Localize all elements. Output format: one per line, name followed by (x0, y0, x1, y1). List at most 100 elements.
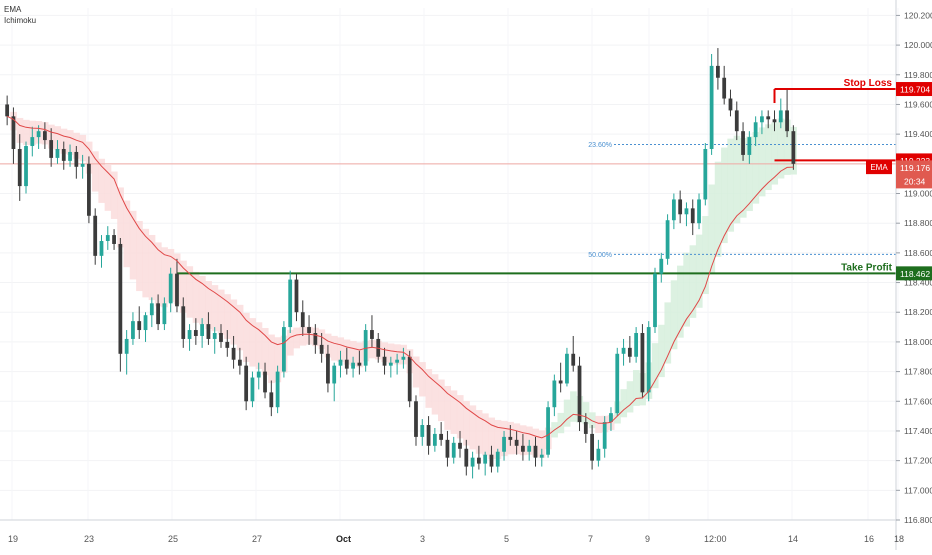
candle-body (42, 131, 47, 141)
candle-body (697, 199, 701, 224)
ichimoku-cloud-segment (205, 281, 212, 329)
countdown-text: 20:34 (904, 176, 926, 186)
candle-body (219, 333, 223, 342)
ichimoku-cloud-segment (154, 242, 162, 307)
ichimoku-cloud-segment (236, 304, 244, 351)
candle-body (162, 303, 167, 325)
ichimoku-cloud-segment (66, 130, 74, 155)
ichimoku-cloud-segment (123, 200, 131, 268)
candle-body (470, 457, 475, 467)
time-tick-label: 12:00 (704, 534, 727, 544)
ichimoku-cloud-segment (186, 266, 194, 318)
ichimoku-cloud-segment (438, 379, 445, 422)
candle-body (11, 116, 16, 149)
ichimoku-cloud-segment (92, 151, 99, 192)
candle-body (439, 433, 444, 440)
price-tick-label: 119.800 (904, 70, 932, 80)
ema-badge (866, 160, 892, 175)
candle-body (256, 371, 261, 378)
ichimoku-cloud-segment (683, 252, 690, 327)
candle-body (24, 146, 28, 187)
candle-body (105, 235, 110, 241)
candle-body (728, 98, 733, 111)
candle-body (722, 77, 727, 99)
ichimoku-cloud-segment (708, 184, 716, 274)
ichimoku-cloud-segment (702, 216, 709, 295)
price-badge-stop (896, 82, 932, 97)
ichimoku-cloud-segment (79, 134, 87, 162)
time-axis-layer: 19 23 25 27 Oct 3 5 7 9 12:00 14 16 18 (0, 519, 904, 544)
candle-body (684, 208, 689, 215)
price-tick-label: 117.400 (904, 426, 932, 436)
candle-body (338, 359, 343, 366)
candle-body (521, 445, 525, 452)
candle-body (344, 359, 349, 369)
candle-body (181, 306, 186, 339)
ichimoku-cloud-segment (54, 126, 62, 151)
time-tick-label: 19 (8, 534, 18, 544)
candle-body (502, 436, 506, 452)
ichimoku-cloud-segment (180, 260, 187, 313)
ichimoku-cloud-segment (456, 395, 464, 439)
price-tick-label: 118.000 (904, 337, 932, 347)
ichimoku-cloud-segment (249, 318, 256, 367)
time-tick-label: 5 (504, 534, 509, 544)
candle-body (250, 377, 255, 402)
candle-body (149, 303, 154, 316)
indicator-ichimoku-label: Ichimoku (4, 16, 37, 25)
candle-body (319, 344, 324, 354)
ichimoku-cloud-segment (387, 343, 395, 364)
candle-body (225, 341, 230, 348)
time-tick-label: 3 (420, 534, 425, 544)
time-tick-label: Oct (336, 534, 351, 544)
candle-body (426, 425, 431, 446)
ichimoku-cloud-segment (211, 285, 219, 332)
ichimoku-cloud-segment (117, 187, 124, 248)
candle-body (269, 392, 274, 408)
candle-body (55, 148, 60, 158)
ichimoku-cloud-segment (771, 122, 779, 185)
candle-body (118, 243, 123, 354)
ema-badge-text: EMA (870, 163, 888, 172)
ichimoku-cloud-segment (595, 415, 602, 433)
ichimoku-cloud-segment (261, 327, 269, 376)
candle-body (791, 131, 796, 164)
time-tick-label: 9 (645, 534, 650, 544)
ichimoku-cloud-segment (161, 247, 168, 308)
candle-body (571, 353, 576, 366)
candle-body (659, 258, 664, 274)
candle-body (351, 362, 355, 369)
ichimoku-cloud-segment (255, 322, 263, 370)
indicator-legend: EMA Ichimoku (4, 4, 36, 26)
price-tick-label: 117.000 (904, 485, 932, 495)
candle-body (137, 321, 142, 331)
candle-body (294, 279, 299, 313)
candle-body (558, 380, 563, 384)
ichimoku-cloud-segment (765, 124, 772, 191)
candle-body (539, 454, 544, 458)
ichimoku-cloud-segment (721, 147, 728, 244)
candle-body (445, 439, 450, 458)
time-tick-label: 25 (168, 534, 178, 544)
candle-body (395, 359, 400, 363)
ichimoku-cloud-segment (142, 228, 150, 298)
ichimoku-cloud-segment (98, 158, 106, 203)
ichimoku-cloud-segment (425, 369, 433, 408)
ichimoku-cloud-segment (475, 410, 483, 454)
indicator-ema-label: EMA (4, 5, 22, 14)
price-tick-label: 119.000 (904, 189, 932, 199)
candle-body (602, 422, 607, 449)
ichimoku-cloud-segment (488, 417, 496, 460)
price-tick-label: 119.400 (904, 129, 932, 139)
candle-body (703, 148, 708, 200)
candle-body (458, 442, 462, 449)
time-tick-label: 16 (864, 534, 874, 544)
price-badge-take-text: 118.462 (900, 269, 930, 279)
candle-body (407, 356, 412, 402)
ichimoku-cloud-segment (714, 161, 722, 257)
candle-body (464, 448, 469, 467)
candle-body (590, 433, 594, 461)
candle-body (621, 347, 626, 354)
